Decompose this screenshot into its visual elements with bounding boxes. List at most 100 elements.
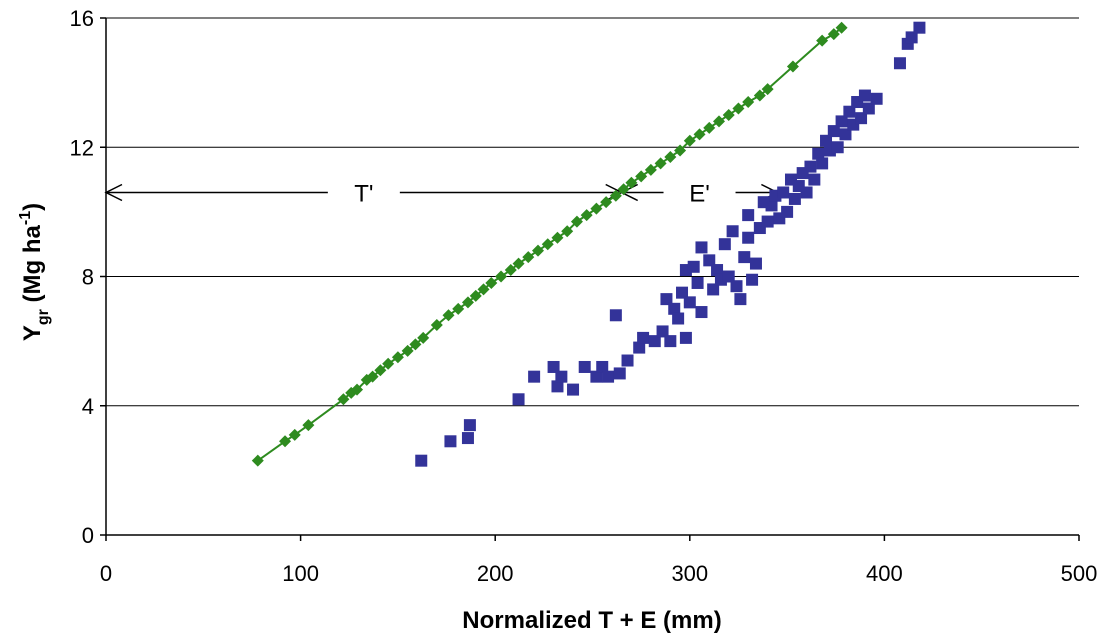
series-0-point-34	[609, 189, 622, 202]
series-0-point-53	[827, 28, 840, 41]
series-1-point-25	[676, 286, 689, 299]
series-0-point-12	[401, 344, 414, 357]
series-0-point-36	[625, 176, 638, 189]
series-0-point-52	[816, 34, 829, 47]
series-1-point-56	[788, 192, 801, 205]
series-0-point-31	[580, 209, 593, 222]
series-0-point-19	[469, 289, 482, 302]
series-1-point-28	[683, 296, 696, 309]
series-1-point-45	[746, 273, 759, 286]
series-1-point-69	[839, 128, 852, 141]
series-1-point-38	[722, 270, 735, 283]
series-1-point-53	[777, 186, 790, 199]
series-1-point-14	[609, 309, 622, 322]
annotations: T' E'	[104, 180, 780, 207]
series-1-point-60	[804, 160, 817, 173]
series-1-point-9	[567, 383, 580, 396]
axes	[100, 17, 1080, 541]
series-0-point-47	[732, 102, 745, 115]
series-1-point-6	[547, 360, 560, 373]
x-axis-title: Normalized T + E (mm)	[462, 607, 721, 634]
series-1-point-41	[734, 293, 747, 306]
series-0-point-10	[382, 357, 395, 370]
series-1-point-54	[781, 205, 794, 218]
series-0-point-50	[761, 83, 774, 96]
series-0-point-51	[786, 60, 799, 73]
series-1-point-1	[444, 435, 457, 448]
x-tick-label-4: 400	[866, 561, 903, 586]
series-0-point-3	[302, 419, 315, 432]
series-1-point-73	[855, 112, 868, 125]
series-1-point-42	[738, 251, 751, 264]
series-1-point-10	[578, 360, 591, 373]
series-0-point-16	[442, 309, 455, 322]
x-tick-label-5: 500	[1061, 561, 1098, 586]
series-1-point-59	[800, 186, 813, 199]
series-1-point-22	[664, 335, 677, 348]
series-1-point-5	[528, 370, 541, 383]
y-axis-title-unit-post: )	[19, 203, 46, 211]
series-0-point-24	[512, 257, 525, 270]
series-1-point-64	[820, 134, 833, 147]
series-1-point-79	[905, 31, 918, 44]
series-1-point-11	[590, 370, 603, 383]
series-1-point-12	[596, 360, 609, 373]
y-axis-title-sub: gr	[35, 309, 52, 325]
series-0-point-38	[644, 163, 657, 176]
series-1-point-3	[463, 419, 476, 432]
series-0-point-0	[251, 454, 264, 467]
series-0-point-39	[654, 157, 667, 170]
series-1-point-7	[551, 380, 564, 393]
series-1-point-76	[870, 92, 883, 105]
series-0-point-45	[712, 115, 725, 128]
x-tick-label-0: 0	[100, 561, 112, 586]
x-tick-label-2: 200	[477, 561, 514, 586]
series-1-point-40	[730, 280, 743, 293]
series-0-point-2	[288, 428, 301, 441]
series-1-point-75	[862, 102, 875, 115]
series-0-point-41	[674, 144, 687, 157]
series-1-point-44	[742, 209, 755, 222]
gridlines	[106, 17, 1079, 407]
series-1-point-4	[512, 393, 525, 406]
series-1-point-61	[808, 173, 821, 186]
annotation-0-arrowhead-left	[104, 183, 123, 202]
series-1-point-19	[648, 335, 661, 348]
series-1-point-20	[656, 325, 669, 338]
series-1-point-49	[761, 215, 774, 228]
series-1-point-74	[858, 89, 871, 102]
series-0-point-4	[337, 393, 350, 406]
y-axis-title: Ygr (Mg ha-1)	[17, 203, 52, 341]
y-axis-title-base: Y	[19, 325, 46, 341]
series-1-point-32	[695, 306, 708, 319]
series-1-point-70	[843, 105, 856, 118]
series-1-point-26	[679, 331, 692, 344]
series-1-point-0	[415, 454, 428, 467]
series-1-point-34	[707, 283, 720, 296]
series-0-point-23	[504, 264, 517, 277]
series-0-point-33	[600, 196, 613, 209]
series-0-point-18	[461, 296, 474, 309]
tick-labels: 0 4 8 12 16 0 100 200 300 400 500	[70, 6, 1098, 586]
series-1-point-77	[893, 57, 906, 70]
series-1-point-80	[913, 21, 926, 34]
series-1-point-62	[812, 147, 825, 160]
series-1-point-67	[831, 141, 844, 154]
data-series	[251, 21, 926, 467]
series-1-point-16	[621, 354, 634, 367]
y-tick-label-0: 0	[82, 523, 94, 548]
series-1-point-66	[827, 125, 840, 138]
series-0-point-21	[485, 276, 498, 289]
series-1-point-43	[742, 231, 755, 244]
series-0-point-44	[703, 121, 716, 134]
series-1-point-24	[672, 312, 685, 325]
series-0-point-28	[551, 231, 564, 244]
series-1-point-68	[835, 115, 848, 128]
y-axis-title-unit-pre: (Mg ha	[19, 224, 46, 309]
series-1-point-46	[749, 257, 762, 270]
series-1-point-2	[461, 432, 474, 445]
annotation-0-label: T'	[354, 180, 373, 207]
series-0-point-22	[495, 270, 508, 283]
series-1-point-29	[687, 260, 700, 273]
